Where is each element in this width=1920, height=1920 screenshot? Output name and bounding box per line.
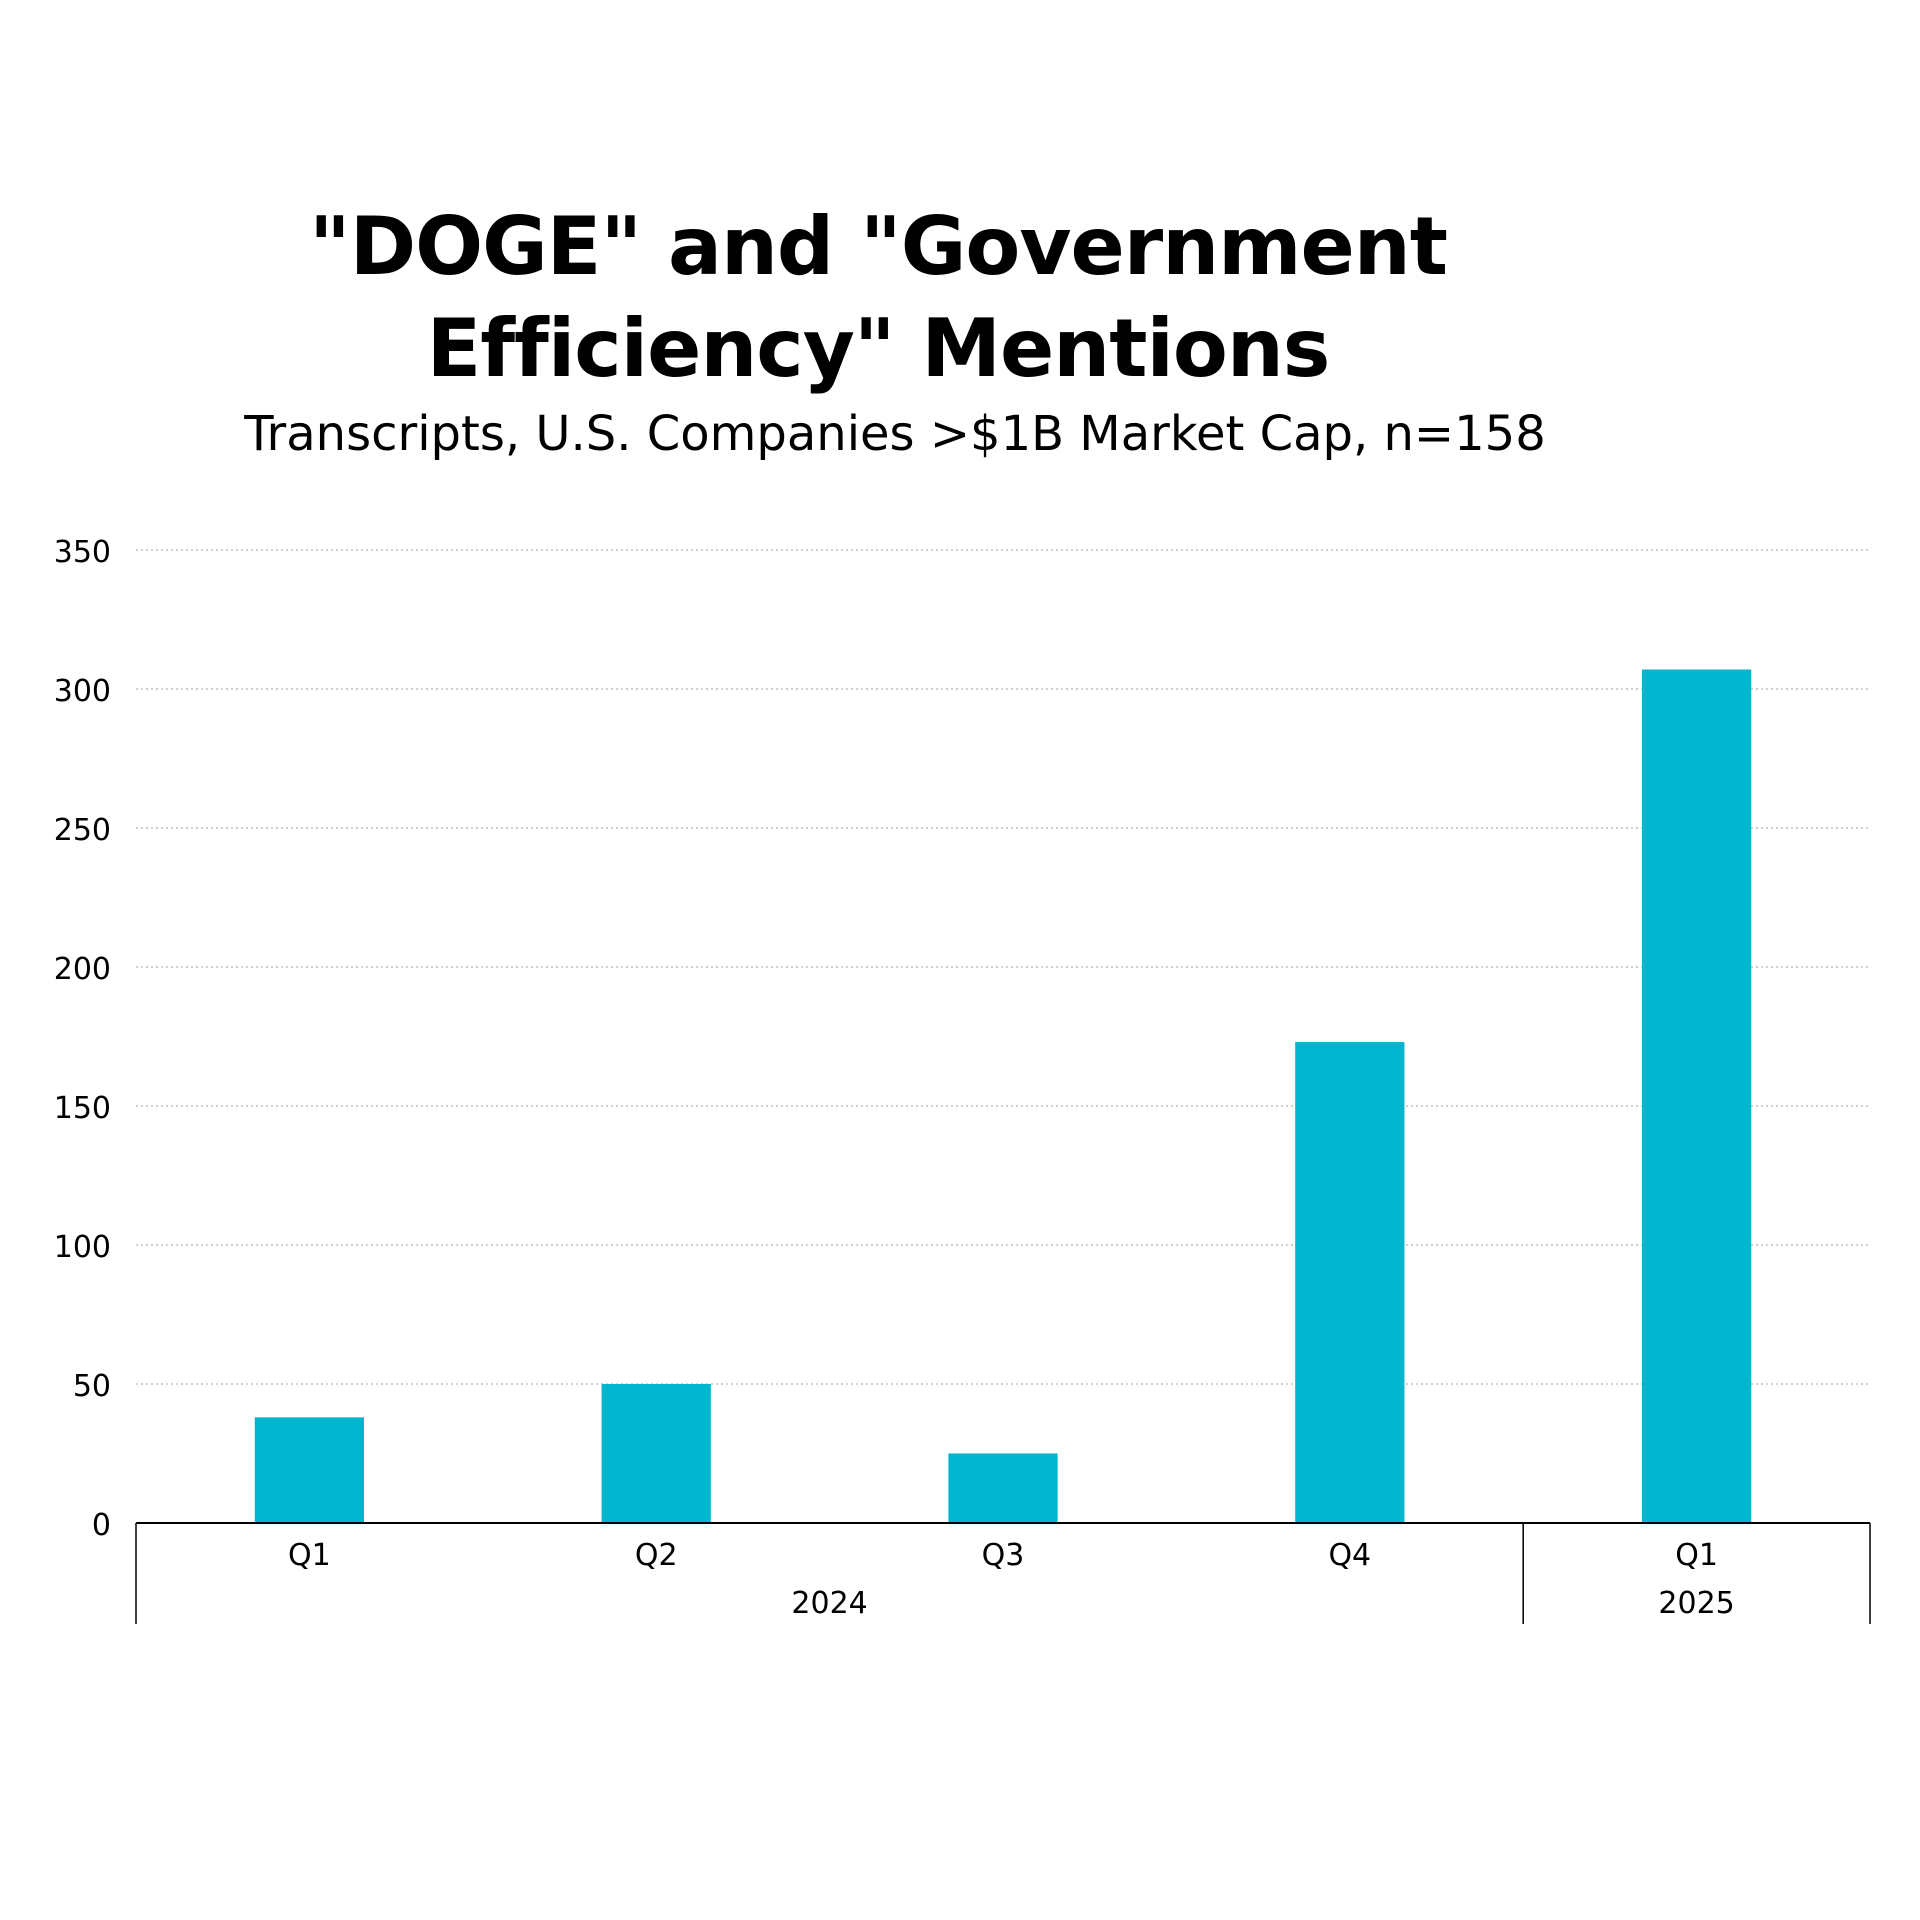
y-axis-ticks: 0 50 100 150 200 250 300 350 [54, 535, 111, 1543]
x-tick-label: Q4 [1328, 1538, 1371, 1573]
bar [601, 1384, 711, 1523]
x-group-label: 2024 [791, 1586, 867, 1621]
bar [948, 1453, 1058, 1523]
x-tick-label: Q3 [982, 1538, 1025, 1573]
y-tick-label: 150 [54, 1091, 111, 1126]
x-tick-label: Q1 [288, 1538, 331, 1573]
chart-title-text: "DOGE" and "Government Efficiency" Menti… [309, 200, 1448, 395]
y-tick-label: 200 [54, 952, 111, 987]
x-tick-label: Q2 [635, 1538, 678, 1573]
chart-subtitle: Transcripts, U.S. Companies >$1B Market … [244, 406, 1546, 462]
chart-title: "DOGE" and "Government Efficiency" Menti… [0, 196, 1920, 400]
bar [254, 1417, 365, 1523]
bars [254, 669, 1752, 1523]
bar [1295, 1042, 1405, 1523]
y-tick-label: 100 [54, 1230, 111, 1265]
y-tick-label: 50 [73, 1369, 111, 1404]
y-tick-label: 300 [54, 674, 111, 709]
gridlines [136, 549, 1870, 1385]
x-axis [135, 1522, 1871, 1624]
y-tick-label: 0 [92, 1508, 111, 1543]
x-axis-labels: Q1 Q2 Q3 Q4 Q1 2024 2025 [288, 1538, 1735, 1621]
y-tick-label: 250 [54, 813, 111, 848]
y-tick-label: 350 [54, 535, 111, 570]
bar [1641, 669, 1752, 1523]
x-group-label: 2025 [1658, 1586, 1734, 1621]
x-tick-label: Q1 [1675, 1538, 1718, 1573]
